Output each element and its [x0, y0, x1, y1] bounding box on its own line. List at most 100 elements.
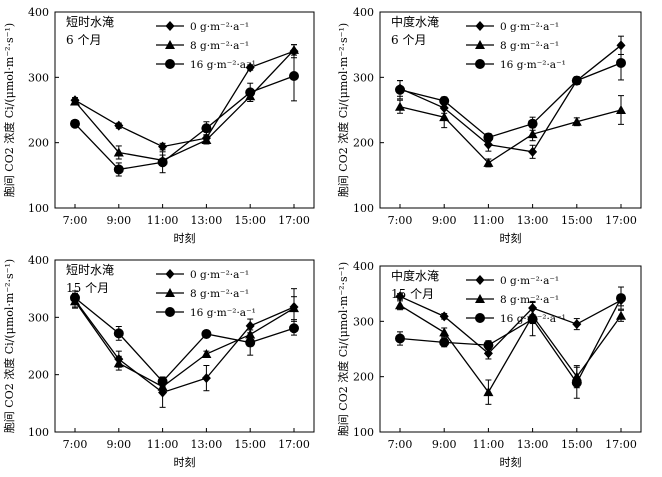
legend-marker — [165, 21, 175, 31]
legend-label: 16 g·m⁻²·a⁻¹ — [190, 59, 256, 71]
y-tick-label: 300 — [353, 315, 374, 328]
y-tick-label: 200 — [353, 371, 374, 384]
panel-annotation: 短时水淹 — [66, 15, 114, 29]
x-tick-label: 11:00 — [147, 214, 179, 227]
x-tick-label: 13:00 — [517, 438, 549, 451]
y-tick-label: 400 — [353, 260, 374, 273]
data-point — [201, 123, 212, 134]
data-point — [158, 141, 168, 152]
panel-2: 100 200 300 400 7:00 9:00 11:00 13:00 15:00 17:00… — [336, 6, 642, 245]
series-line — [74, 299, 295, 394]
y-tick-label: 100 — [353, 202, 374, 215]
data-point — [571, 75, 582, 86]
series-line — [74, 49, 295, 161]
data-point — [616, 40, 626, 51]
series-3 — [70, 50, 299, 177]
series-line — [399, 297, 622, 385]
y-tick-label: 300 — [28, 71, 49, 84]
legend-marker — [165, 40, 175, 49]
panel-annotation: 中度水淹 — [391, 268, 439, 283]
y-tick-label: 100 — [353, 426, 374, 439]
x-tick-label: 7:00 — [388, 438, 413, 451]
x-tick-label: 7:00 — [63, 214, 88, 227]
data-point — [439, 337, 450, 348]
data-point — [439, 112, 450, 122]
data-point — [395, 291, 405, 302]
legend-marker — [475, 21, 485, 31]
panel-annotation: 短时水淹 — [66, 263, 114, 277]
panel-3: 100 200 300 400 7:00 9:00 11:00 13:00 15:00 17:00… — [2, 254, 315, 469]
series-line — [399, 304, 622, 394]
y-tick-label: 300 — [353, 71, 374, 84]
y-axis-label: 胞间 CO2 浓度 Ci/(μmol·m⁻²·s⁻¹) — [2, 259, 16, 433]
data-point — [70, 292, 80, 303]
y-tick-label: 200 — [353, 137, 374, 150]
data-point — [113, 358, 124, 368]
data-point — [201, 135, 212, 145]
series-line — [399, 295, 622, 355]
panel-annotation: 6 个月 — [391, 33, 426, 47]
x-tick-label: 9:00 — [432, 438, 457, 451]
y-tick-label: 300 — [28, 311, 49, 324]
x-tick-label: 17:00 — [605, 438, 637, 451]
legend-label: 16 g·m⁻²·a⁻¹ — [500, 313, 566, 325]
legend-marker — [475, 294, 485, 303]
y-tick-label: 100 — [28, 426, 49, 439]
legend-marker — [475, 59, 485, 69]
data-point — [528, 146, 538, 157]
data-point — [483, 132, 494, 143]
x-axis-label: 时刻 — [500, 455, 522, 469]
series-2 — [395, 95, 626, 168]
series-line — [399, 106, 622, 164]
x-tick-label: 13:00 — [191, 438, 223, 451]
y-tick-label: 400 — [28, 6, 49, 19]
data-point — [70, 118, 80, 129]
legend-label: 0 g·m⁻²·a⁻¹ — [500, 21, 559, 33]
series-3 — [395, 45, 626, 143]
legend-marker — [475, 313, 485, 323]
y-axis-label: 胞间 CO2 浓度 Ci/(μmol·m⁻²·s⁻¹) — [336, 23, 350, 197]
data-point — [395, 84, 405, 95]
series-line — [74, 300, 295, 388]
legend-label: 0 g·m⁻²·a⁻¹ — [190, 21, 249, 33]
x-tick-label: 17:00 — [278, 214, 310, 227]
x-tick-label: 13:00 — [191, 214, 223, 227]
panel-annotation: 中度水淹 — [391, 14, 439, 29]
legend-label: 16 g·m⁻²·a⁻¹ — [500, 59, 566, 71]
data-point — [616, 57, 626, 68]
data-point — [616, 293, 626, 304]
legend-label: 8 g·m⁻²·a⁻¹ — [190, 40, 249, 52]
x-axis-label: 时刻 — [500, 231, 522, 245]
data-point — [289, 71, 299, 82]
x-tick-label: 15:00 — [561, 438, 593, 451]
data-point — [395, 333, 405, 344]
panel-annotation: 15 个月 — [66, 281, 109, 295]
data-point — [483, 340, 494, 351]
legend-label: 0 g·m⁻²·a⁻¹ — [190, 269, 249, 281]
data-point — [483, 387, 494, 397]
data-point — [616, 310, 626, 320]
legend-label: 8 g·m⁻²·a⁻¹ — [500, 294, 559, 306]
data-point — [439, 311, 449, 322]
plot-frame — [379, 11, 642, 209]
data-point — [201, 328, 212, 339]
legend-marker — [475, 275, 485, 285]
data-point — [113, 328, 124, 339]
data-point — [289, 303, 299, 313]
x-tick-label: 17:00 — [605, 214, 637, 227]
x-tick-label: 13:00 — [517, 214, 549, 227]
data-point — [483, 348, 493, 359]
legend-marker — [165, 307, 175, 317]
y-axis-label: 胞间 CO2 浓度 Ci/(μmol·m⁻²·s⁻¹) — [336, 262, 350, 436]
series-line — [74, 50, 295, 148]
data-point — [113, 147, 124, 157]
data-point — [70, 96, 80, 106]
series-line — [74, 297, 295, 383]
y-axis-label: 胞间 CO2 浓度 Ci/(μmol·m⁻²·s⁻¹) — [2, 23, 16, 197]
x-tick-label: 11:00 — [473, 214, 505, 227]
legend-label: 16 g·m⁻²·a⁻¹ — [190, 307, 256, 319]
x-tick-label: 17:00 — [278, 438, 310, 451]
legend-label: 0 g·m⁻²·a⁻¹ — [500, 275, 559, 287]
legend-marker — [165, 288, 175, 297]
